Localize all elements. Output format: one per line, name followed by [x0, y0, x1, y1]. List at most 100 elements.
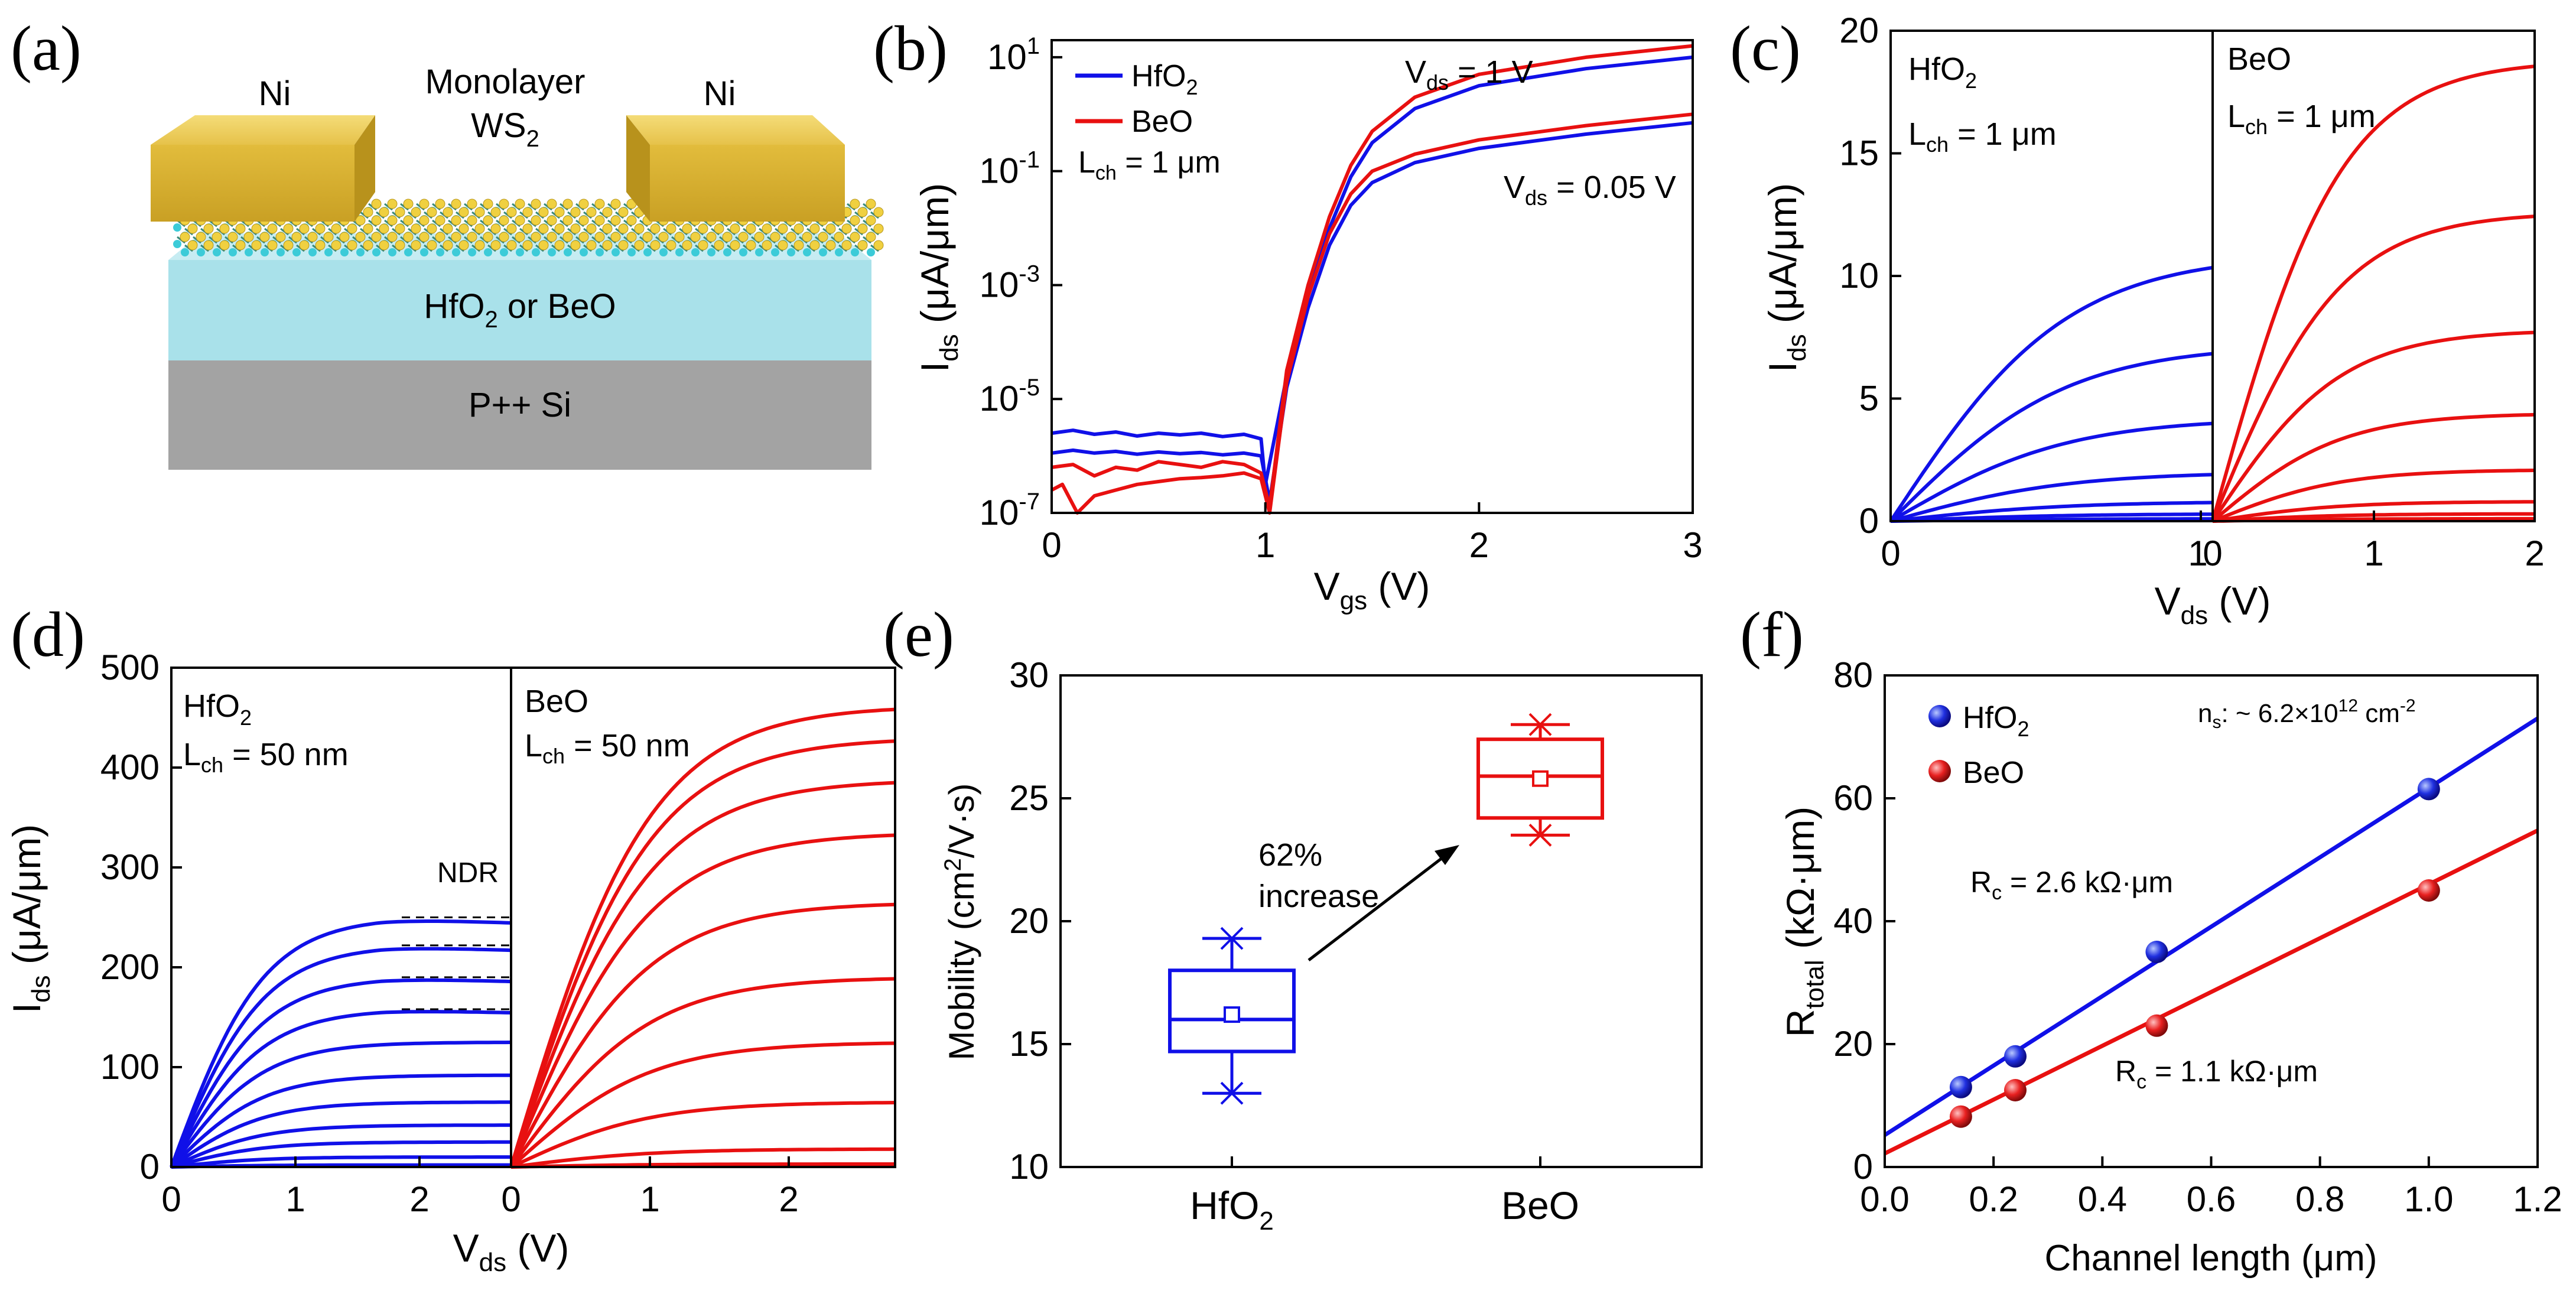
sulfur-atom [499, 232, 509, 242]
sulfur-atom [531, 199, 541, 209]
sulfur-atom [730, 240, 740, 251]
sulfur-atom [857, 207, 868, 217]
sulfur-atom [554, 207, 565, 217]
data-point [2417, 778, 2440, 801]
sulfur-atom [259, 232, 270, 242]
sulfur-atom [411, 207, 421, 217]
sulfur-atom [586, 207, 597, 217]
panel-e-boxes [1168, 713, 1604, 1105]
increase-annotation-line2: increase [1258, 879, 1379, 914]
x-tick-label: 0.8 [2295, 1179, 2344, 1219]
output-curve [2211, 469, 2535, 523]
tick-base: 10 [987, 37, 1027, 77]
y-tick-label: 5 [1859, 379, 1879, 418]
sulfur-atom [283, 240, 294, 251]
tick-base: 10 [980, 379, 1019, 418]
tungsten-atom [787, 248, 795, 256]
sulfur-atom [483, 232, 493, 242]
sulfur-atom [371, 215, 382, 226]
sulfur-atom [866, 199, 876, 209]
tungsten-atom [388, 248, 396, 256]
sulfur-atom [602, 207, 613, 217]
sulfur-atom [618, 223, 629, 234]
panel-f-tlm: (f) 0.0 0.2 0.4 0.6 0.8 1.0 1.2 0 20 40 60 80 HfO2 … [1740, 600, 2562, 1279]
y-tick-label: 20 [1839, 11, 1879, 50]
legend-hfo2-text: HfO2 [1131, 59, 1198, 99]
y-tick-label: 200 [100, 947, 160, 987]
tungsten-atom [173, 223, 181, 232]
sulfur-atom [499, 215, 509, 226]
sulfur-atom [483, 215, 493, 226]
tungsten-atom [340, 248, 349, 256]
sulfur-atom [562, 232, 573, 242]
sulfur-atom [419, 232, 430, 242]
sulfur-atom [547, 215, 557, 226]
tick-exp: 1 [1027, 33, 1040, 59]
sulfur-atom [395, 223, 405, 234]
panel-e-ticks: 10 15 20 25 30 HfO2 BeO [1009, 655, 1579, 1236]
sulfur-atom [682, 223, 692, 234]
sulfur-atom [873, 240, 884, 251]
sulfur-atom [291, 232, 302, 242]
sulfur-atom [363, 240, 373, 251]
panel-c-beo-title: BeO [2227, 41, 2291, 77]
panel-b-label: (b) [873, 14, 948, 84]
sulfur-atom [251, 240, 262, 251]
x-tick-label: 2 [409, 1179, 429, 1219]
series-line [1051, 44, 1693, 509]
sulfur-atom [658, 232, 669, 242]
x-tick-label: 2 [779, 1179, 798, 1219]
output-curve [171, 1155, 511, 1169]
output-curve [171, 1140, 511, 1169]
sulfur-atom [570, 240, 581, 251]
panel-f-rc-beo: Rc = 1.1 kΩ·μm [2115, 1055, 2318, 1093]
sulfur-atom [347, 223, 357, 234]
ni-contact-left: Ni [151, 74, 375, 222]
tungsten-atom [372, 248, 380, 256]
sulfur-atom [467, 232, 477, 242]
tungsten-atom [324, 248, 333, 256]
panel-a-label: (a) [11, 14, 82, 84]
sulfur-atom [586, 223, 597, 234]
y-tick-label: 20 [1833, 1024, 1873, 1064]
tungsten-atom [213, 248, 221, 256]
tungsten-atom [627, 248, 636, 256]
sulfur-atom [714, 223, 724, 234]
sulfur-atom [267, 240, 278, 251]
y-tick-label: 15 [1839, 134, 1879, 173]
tick-exp: -3 [1019, 261, 1040, 287]
tungsten-atom [181, 248, 189, 256]
tungsten-atom [867, 248, 875, 256]
category-sub: 2 [1259, 1207, 1273, 1236]
panel-d-xlabel: Vds (V) [453, 1226, 570, 1277]
sulfur-atom [538, 223, 549, 234]
sulfur-atom [411, 240, 421, 251]
sulfur-atom [212, 232, 222, 242]
tungsten-atom [675, 248, 684, 256]
sulfur-atom [778, 223, 788, 234]
panel-e-frame [1059, 674, 1703, 1168]
sulfur-atom [403, 215, 414, 226]
output-curve [2212, 500, 2535, 523]
sulfur-atom [435, 215, 445, 226]
sulfur-atom [841, 240, 852, 251]
sulfur-atom [331, 240, 341, 251]
sulfur-atom [554, 223, 565, 234]
sulfur-atom [451, 199, 461, 209]
sulfur-atom [387, 232, 398, 242]
sulfur-atom [483, 199, 493, 209]
panel-b-series [1050, 44, 1693, 515]
si-substrate [168, 357, 871, 470]
tungsten-atom [580, 248, 588, 256]
category-name: HfO [1190, 1184, 1259, 1227]
x-tick-label: 1.2 [2513, 1179, 2562, 1219]
panel-c-series [1889, 64, 2535, 523]
panel-d-hfo2-lch: Lch = 50 nm [183, 737, 349, 777]
x-tick-label: 2 [2525, 534, 2544, 573]
sulfur-atom [196, 232, 206, 242]
data-point [2145, 1014, 2168, 1037]
increase-arrow [1307, 853, 1449, 961]
y-tick-label: 10-5 [980, 375, 1040, 418]
tungsten-atom [292, 248, 301, 256]
panel-d-output-curves-50nm: (d) 0 1 2 0 1 2 0 100 200 300 400 500 HfO2 Lch = 50… [5, 600, 896, 1277]
